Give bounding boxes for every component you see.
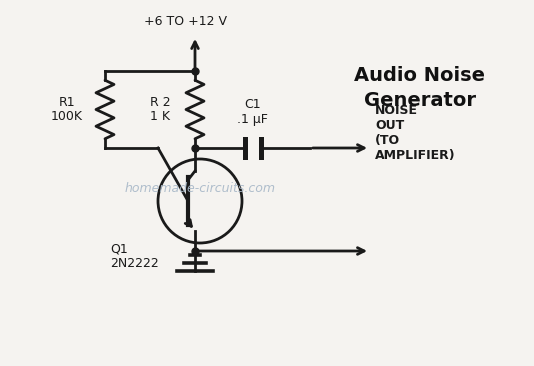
- Text: R 2
1 K: R 2 1 K: [150, 96, 170, 123]
- Text: C1
.1 μF: C1 .1 μF: [237, 98, 268, 126]
- Text: R1
100K: R1 100K: [51, 96, 83, 123]
- Text: +6 TO +12 V: +6 TO +12 V: [144, 15, 226, 28]
- Text: homemade-circuits.com: homemade-circuits.com: [124, 182, 276, 194]
- Text: NOISE
OUT
(TO
AMPLIFIER): NOISE OUT (TO AMPLIFIER): [375, 104, 456, 162]
- Text: Q1
2N2222: Q1 2N2222: [110, 242, 159, 270]
- Text: Audio Noise
Generator: Audio Noise Generator: [355, 66, 485, 110]
